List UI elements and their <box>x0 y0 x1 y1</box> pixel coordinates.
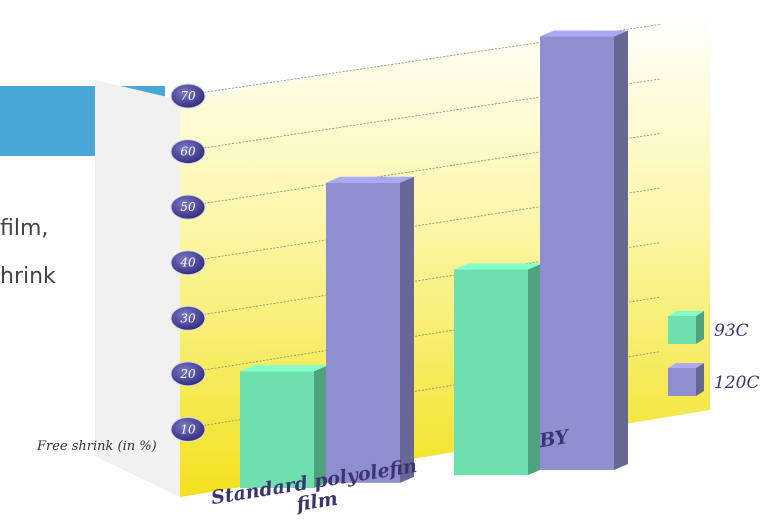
bar-top <box>240 365 328 372</box>
bar-side <box>400 176 414 483</box>
legend-item-93C: 93C <box>668 311 749 344</box>
bar-front <box>240 371 314 488</box>
y-tick-label-60: 60 <box>180 145 196 159</box>
bar-120C-cat-0 <box>326 176 414 483</box>
grid-line-50 <box>179 133 661 208</box>
slide-text-line-2: hrink <box>0 264 56 289</box>
grid-line-40 <box>179 187 661 264</box>
y-tick-badge-50 <box>170 194 206 220</box>
y-tick-label-50: 50 <box>180 200 196 214</box>
y-tick-label-40: 40 <box>179 256 196 270</box>
y-tick-label-30: 30 <box>180 311 196 325</box>
y-tick-badge-60 <box>170 139 206 165</box>
slide-text-line-1: film, <box>0 216 48 241</box>
legend-swatch-top <box>668 363 704 368</box>
grid-line-60 <box>179 78 661 152</box>
y-tick-badge-40 <box>170 250 206 276</box>
y-tick-badge-30 <box>170 305 206 331</box>
bars <box>240 30 628 488</box>
bar-120C-cat-1 <box>540 30 628 471</box>
y-tick-badge-10 <box>170 416 206 442</box>
legend-swatch <box>668 368 696 396</box>
legend-swatch <box>668 316 696 344</box>
bar-side <box>528 263 542 476</box>
bar-top <box>326 176 414 183</box>
y-tick-label-70: 70 <box>180 89 196 103</box>
bar-top <box>454 263 542 270</box>
grid-line-20 <box>179 296 661 375</box>
bar-front <box>454 269 528 476</box>
y-tick-label-20: 20 <box>179 367 196 381</box>
bar-front <box>326 182 400 483</box>
bar-93C-cat-1 <box>454 263 542 476</box>
legend: 93C 120C <box>668 311 759 396</box>
legend-swatch-side <box>696 311 704 344</box>
y-axis-ticks: 10 20 30 40 50 60 70 <box>170 83 206 442</box>
chart-left-wall <box>95 80 180 497</box>
bar-side <box>314 365 328 488</box>
legend-swatch-top <box>668 311 704 316</box>
y-tick-badge-20 <box>170 361 206 387</box>
legend-label-93C: 93C <box>714 321 749 341</box>
bar-93C-cat-0 <box>240 365 328 488</box>
y-tick-label-10: 10 <box>180 422 196 436</box>
category-label-1: BY <box>537 426 573 453</box>
bar-side <box>614 30 628 471</box>
bar-front <box>540 36 614 471</box>
y-tick-badge-70 <box>170 83 206 109</box>
grid-line-30 <box>179 242 661 319</box>
y-axis-label: Free shrink (in %) <box>36 439 157 454</box>
legend-label-120C: 120C <box>714 373 759 393</box>
legend-swatch-side <box>696 363 704 396</box>
legend-item-120C: 120C <box>668 363 759 396</box>
bar-top <box>540 30 628 37</box>
